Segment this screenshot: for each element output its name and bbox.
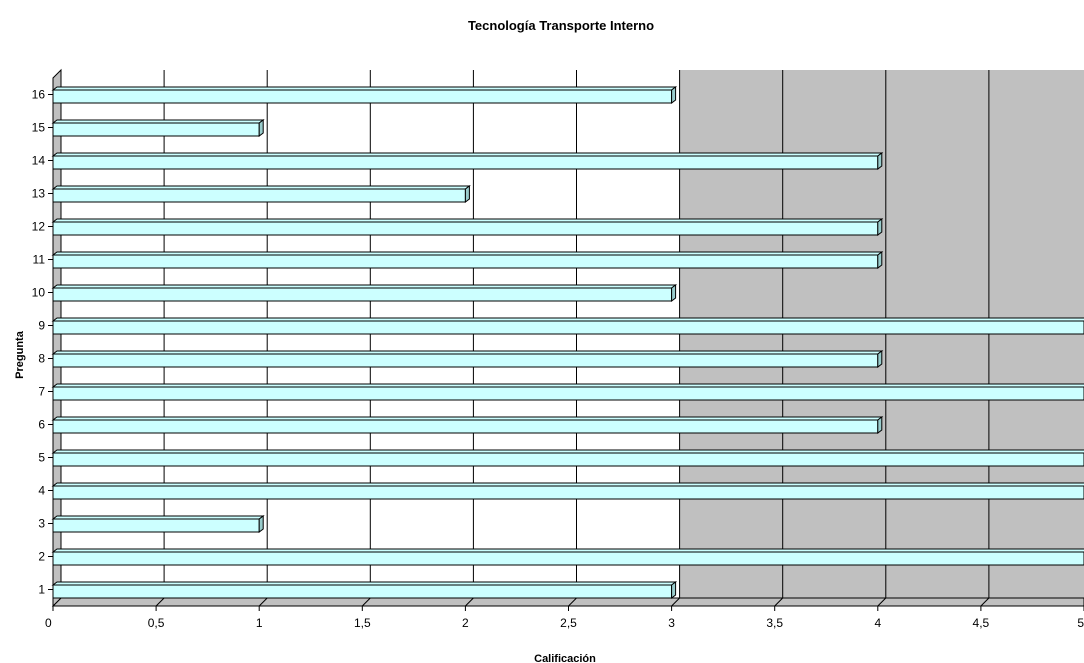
gridline-floor [258,597,268,607]
y-tick-label: 15 [32,121,46,135]
y-tick-label: 4 [38,484,45,498]
x-tick-label: 0,5 [148,616,165,630]
bar-end [258,515,264,533]
bar [52,452,1084,467]
gridline-floor [774,597,784,607]
bar-top [51,482,1084,487]
chart-title: Tecnología Transporte Interno [468,18,654,33]
bar-top [51,86,678,91]
gridline-floor [155,597,165,607]
bar [52,155,879,170]
y-tick-label: 16 [32,88,46,102]
bar [52,518,260,533]
y-tick-label: 9 [38,319,45,333]
bar-end [877,218,883,236]
y-tick-label: 1 [38,583,45,597]
bar [52,353,879,368]
y-tick-label: 5 [38,451,45,465]
bar-end [877,350,883,368]
bar-top [51,152,884,157]
bar-top [51,218,884,223]
bar-end [877,416,883,434]
x-tick-label: 3,5 [766,616,783,630]
bar [52,551,1084,566]
bar-top [51,515,265,520]
bar-end [464,185,470,203]
x-tick-labels: 0 0,5 1 1,5 2 2,5 3 3,5 4 4,5 5 [45,606,1084,630]
x-tick-label: 3 [668,616,675,630]
y-axis-label: Pregunta [14,330,26,379]
bar-top [51,317,1084,322]
y-tick-label: 10 [32,286,46,300]
bar-end [671,86,677,104]
bar-top [51,548,1084,553]
bar [52,287,673,302]
bar-top [51,581,678,586]
bar-top [51,383,1084,388]
x-tick-label: 2 [462,616,469,630]
x-tick-label: 0 [45,616,52,630]
x-tick-label: 4 [874,616,881,630]
x-tick-label: 2,5 [560,616,577,630]
bar [52,254,879,269]
y-tick-label: 14 [32,154,46,168]
y-tick-label: 6 [38,418,45,432]
bars [51,86,1084,599]
bar-top [51,449,1084,454]
x-tick-label: 1,5 [354,616,371,630]
bar-top [51,284,678,289]
bar [52,320,1084,335]
bar-top [51,416,884,421]
y-tick-label: 7 [38,385,45,399]
plot-floor [51,597,1084,607]
bar-top [51,119,265,124]
bar-end [671,284,677,302]
bar-end [671,581,677,599]
bar-end [877,152,883,170]
bar-top [51,350,884,355]
bar [52,419,879,434]
x-tick-label: 5 [1077,616,1084,630]
y-tick-label: 12 [32,220,46,234]
x-tick-label: 1 [256,616,263,630]
gridline-floor [980,597,990,607]
bar-top [51,251,884,256]
bar [52,584,673,599]
y-tick-label: 13 [32,187,46,201]
bar-top [51,185,471,190]
y-tick-label: 3 [38,517,45,531]
gridline-floor [877,597,887,607]
gridline-floor [568,597,577,607]
y-tick-label: 8 [38,352,45,366]
y-tick-label: 2 [38,550,45,564]
bar-end [877,251,883,269]
y-tick-label: 11 [33,253,46,267]
x-axis-label: Calificación [534,653,596,663]
bar [52,188,466,203]
bar [52,89,673,104]
gridline-floor [361,597,371,607]
bar-end [258,119,264,137]
bar [52,122,260,137]
gridline-floor [465,597,474,607]
bar [52,386,1084,401]
bar [52,485,1084,500]
x-tick-label: 4,5 [973,616,990,630]
gridline-floor [671,597,680,607]
bar [52,221,879,236]
